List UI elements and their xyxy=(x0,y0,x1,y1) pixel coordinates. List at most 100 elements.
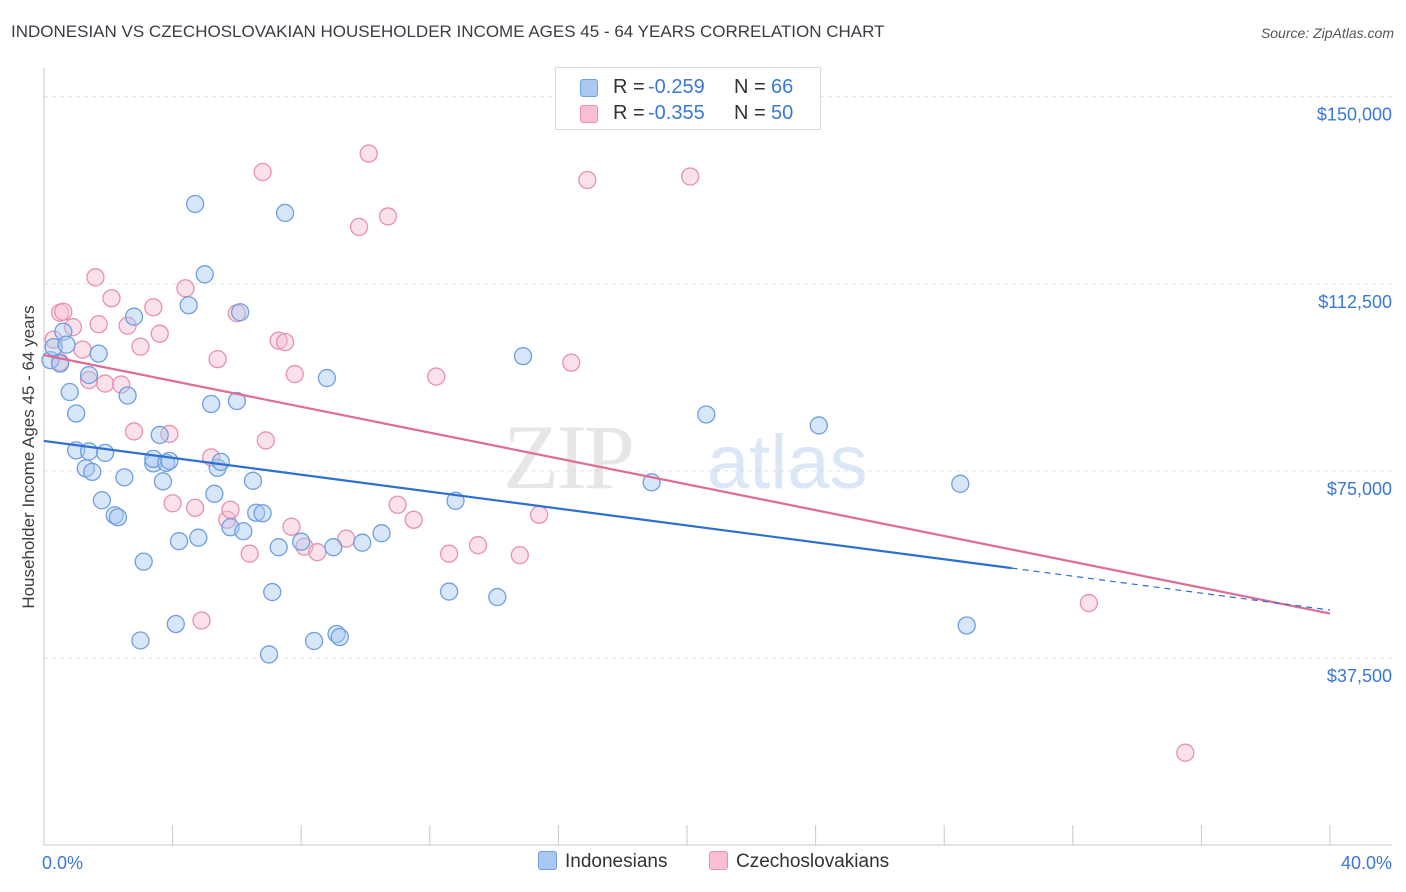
czechoslovakians-point xyxy=(529,505,549,524)
czechoslovakians-point xyxy=(427,367,446,386)
czechoslovakians-point xyxy=(95,374,115,393)
indonesians-point xyxy=(124,307,144,326)
indonesians-point xyxy=(234,522,253,541)
czechoslovakians-point xyxy=(221,500,240,519)
indonesians-swatch xyxy=(580,79,598,97)
r-label: R = xyxy=(613,76,645,98)
indonesians-point xyxy=(253,504,272,523)
indonesians-point xyxy=(153,472,173,491)
indonesians-point xyxy=(327,624,346,644)
indonesians-point xyxy=(179,296,198,315)
indonesians-point xyxy=(118,386,137,405)
czechoslovakians-point xyxy=(185,498,205,517)
indonesians-point xyxy=(95,443,115,463)
r-value: -0.355 xyxy=(648,102,705,124)
czechoslovakians-point xyxy=(510,546,529,565)
czechoslovakians-point xyxy=(439,544,459,563)
czechoslovakians-swatch xyxy=(580,105,598,123)
czechoslovakians-point xyxy=(102,289,121,308)
indonesians-point xyxy=(372,524,391,543)
series-legend: Indonesians Czechoslovakians xyxy=(0,851,1406,877)
czechoslovakians-point xyxy=(240,544,259,563)
x-tick-label-max: 40.0% xyxy=(1341,853,1392,873)
indonesians-point xyxy=(330,627,349,647)
n-label: N = xyxy=(734,102,766,124)
legend-item-indonesians[interactable]: Indonesians xyxy=(538,851,667,873)
indonesians-point xyxy=(57,335,76,354)
y-tick-label: $37,500 xyxy=(1327,666,1392,686)
czechoslovakians-point xyxy=(63,318,83,337)
indonesians-point xyxy=(353,533,372,552)
indonesians-point xyxy=(169,532,189,551)
czechoslovakians-point xyxy=(208,349,227,369)
czechoslovakians-point xyxy=(308,543,327,562)
indonesians-point xyxy=(150,425,169,445)
r-value: -0.259 xyxy=(648,76,705,98)
indonesians-point xyxy=(79,365,99,385)
czechoslovakians-point xyxy=(349,217,369,237)
indonesians-point xyxy=(89,344,108,363)
czechoslovakians-point xyxy=(275,332,295,352)
czechoslovakians-point xyxy=(681,167,700,186)
indonesians-point xyxy=(513,346,533,366)
czechoslovakians-point xyxy=(578,170,597,190)
czechoslovakians-point xyxy=(253,162,272,182)
czechoslovakians-points xyxy=(44,144,1195,762)
czechoslovakians-point xyxy=(378,207,398,226)
czechoslovakians-point xyxy=(192,611,211,630)
indonesians-trend-line xyxy=(43,439,1012,570)
indonesians-point xyxy=(697,405,716,424)
czechoslovakians-point xyxy=(404,510,423,529)
indonesians-point xyxy=(67,404,86,423)
trend-lines xyxy=(43,354,1331,615)
indonesians-point xyxy=(259,645,279,664)
indonesians-point xyxy=(166,614,185,634)
legend-label-indonesians: Indonesians xyxy=(565,851,668,872)
czechoslovakians-point xyxy=(285,364,304,384)
czechoslovakians-point xyxy=(562,353,581,372)
n-label: N = xyxy=(734,76,766,98)
indonesians-point xyxy=(957,616,976,635)
indonesians-point xyxy=(205,484,224,503)
indonesians-point xyxy=(195,265,214,284)
indonesians-point xyxy=(951,474,970,493)
indonesians-point xyxy=(269,538,288,557)
czechoslovakians-point xyxy=(468,536,488,555)
indonesians-point xyxy=(317,368,337,388)
indonesians-point xyxy=(105,506,124,525)
x-tick-label-min: 0.0% xyxy=(42,853,83,873)
czechoslovakians-point xyxy=(118,316,137,335)
stats-legend: R = -0.259 N = 66 R = -0.355 N = 50 xyxy=(555,67,821,130)
czechoslovakians-point xyxy=(112,375,131,394)
indonesians-point xyxy=(227,391,247,411)
y-axis-label: Householder Income Ages 45 - 64 years xyxy=(19,305,38,608)
indonesians-point xyxy=(324,538,343,557)
czechoslovakians-point xyxy=(160,424,179,444)
czechoslovakians-point xyxy=(176,279,195,298)
czechoslovakians-point xyxy=(124,422,144,441)
indonesians-point xyxy=(83,462,102,482)
r-label: R = xyxy=(613,102,645,124)
indonesians-point xyxy=(92,491,112,510)
legend-item-czechoslovakians[interactable]: Czechoslovakians xyxy=(709,851,889,873)
watermark-zip: ZIP xyxy=(503,406,632,508)
indonesians-point xyxy=(809,416,828,435)
indonesians-point xyxy=(189,528,208,547)
indonesians-point xyxy=(160,451,179,471)
axes xyxy=(43,68,1392,846)
indonesians-point xyxy=(211,452,230,472)
indonesians-point xyxy=(131,631,150,650)
indonesians-point xyxy=(202,394,221,414)
czechoslovakians-point xyxy=(269,331,288,350)
indonesians-point xyxy=(134,552,153,571)
indonesians-point xyxy=(304,631,324,651)
n-value: 50 xyxy=(771,102,794,124)
czechoslovakians-point xyxy=(89,315,108,334)
indonesians-point xyxy=(243,471,263,490)
indonesians-legend-swatch xyxy=(538,851,557,870)
y-tick-label: $75,000 xyxy=(1327,479,1392,499)
watermark-atlas: atlas xyxy=(707,420,868,505)
stats-legend-row-czechoslovakians: R = -0.355 N = 50 xyxy=(556,102,820,128)
watermark: ZIP atlas xyxy=(503,406,868,508)
